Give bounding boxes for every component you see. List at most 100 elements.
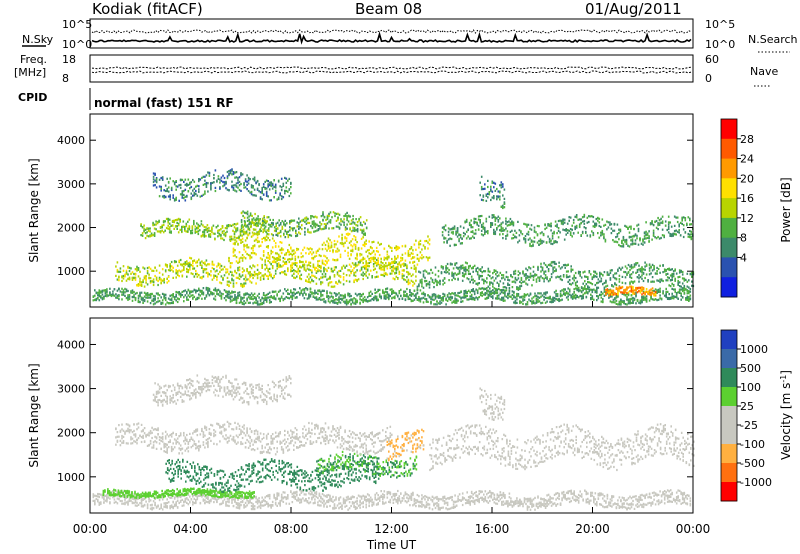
power-echo-cell — [343, 221, 345, 224]
power-echo-cell — [439, 283, 441, 286]
power-echo-cell — [346, 223, 348, 226]
power-echo-cell — [261, 221, 264, 224]
power-echo-cell — [143, 267, 146, 270]
power-echo-cell — [656, 299, 658, 302]
power-echo-cell — [688, 297, 690, 300]
power-echo-cell — [103, 289, 105, 292]
power-echo-cell — [255, 273, 257, 276]
power-echo-cell — [226, 271, 229, 274]
power-echo-cell — [665, 287, 667, 290]
power-echo-cell — [636, 234, 638, 237]
power-echo-cell — [211, 228, 213, 231]
power-echo-cell — [554, 240, 557, 243]
power-echo-cell — [274, 269, 277, 272]
power-echo-cell — [591, 295, 594, 298]
power-echo-cell — [179, 220, 181, 223]
power-echo-cell — [315, 298, 318, 301]
power-echo-cell — [277, 253, 280, 256]
power-echo-cell — [526, 275, 529, 278]
power-echo-cell — [335, 266, 337, 269]
power-echo-cell — [193, 191, 196, 194]
power-echo-cell — [249, 280, 251, 283]
power-echo-cell — [268, 184, 271, 187]
power-echo-cell — [639, 299, 642, 302]
power-echo-cell — [178, 199, 180, 202]
power-echo-cell — [334, 212, 336, 215]
power-echo-cell — [415, 266, 417, 269]
power-echo-cell — [154, 266, 156, 269]
power-echo-cell — [430, 298, 432, 301]
power-echo-cell — [164, 184, 167, 187]
power-echo-cell — [154, 172, 156, 175]
power-echo-cell — [503, 202, 506, 205]
power-echo-cell — [137, 297, 140, 300]
power-echo-cell — [564, 293, 566, 296]
power-echo-cell — [171, 224, 174, 227]
power-echo-cell — [684, 217, 687, 220]
power-echo-cell — [267, 277, 269, 280]
power-echo-cell — [261, 263, 263, 267]
power-echo-cell — [433, 303, 435, 306]
power-echo-cell — [285, 290, 288, 293]
power-echo-cell — [270, 221, 273, 225]
power-echo-cell — [375, 275, 378, 278]
power-echo-cell — [321, 259, 324, 262]
power-echo-cell — [322, 219, 324, 222]
power-echo-cell — [527, 238, 530, 241]
power-echo-cell — [178, 275, 180, 278]
power-echo-cell — [523, 293, 526, 296]
power-echo-cell — [223, 297, 226, 300]
power-echo-cell — [391, 257, 393, 261]
power-echo-cell — [235, 299, 238, 302]
power-echo-cell — [127, 297, 129, 300]
power-echo-cell — [336, 298, 339, 301]
power-echo-cell — [167, 275, 170, 278]
power-echo-cell — [680, 298, 682, 301]
power-echo-cell — [167, 180, 170, 184]
power-echo-cell — [366, 296, 369, 299]
power-echo-cell — [436, 295, 438, 298]
power-echo-cell — [350, 298, 352, 301]
power-echo-cell — [274, 186, 277, 189]
power-echo-cell — [622, 245, 625, 248]
power-echo-cell — [196, 264, 199, 268]
power-echo-cell — [374, 297, 376, 300]
power-echo-cell — [279, 297, 281, 300]
power-echo-cell — [451, 271, 453, 274]
power-echo-cell — [359, 252, 361, 256]
power-echo-cell — [250, 273, 253, 276]
power-echo-cell — [433, 298, 435, 301]
power-echo-cell — [249, 221, 252, 224]
power-echo-cell — [575, 224, 578, 227]
power-echo-cell — [273, 185, 275, 188]
power-echo-cell — [203, 230, 206, 233]
power-echo-cell — [183, 300, 185, 303]
power-echo-cell — [454, 299, 456, 302]
power-echo-cell — [244, 186, 247, 189]
power-echo-cell — [630, 243, 632, 246]
power-echo-cell — [491, 190, 494, 193]
power-echo-cell — [285, 260, 288, 264]
power-echo-cell — [236, 236, 239, 239]
power-echo-cell — [457, 291, 459, 295]
power-echo-cell — [106, 293, 108, 296]
power-echo-cell — [392, 277, 395, 280]
power-echo-cell — [375, 264, 378, 267]
power-echo-cell — [167, 269, 170, 272]
power-echo-cell — [319, 225, 321, 228]
power-echo-cell — [330, 281, 333, 284]
power-echo-cell — [232, 248, 235, 251]
power-echo-cell — [176, 291, 179, 294]
power-echo-cell — [434, 295, 437, 299]
power-echo-cell — [312, 266, 315, 269]
power-echo-cell — [509, 221, 512, 224]
power-echo-cell — [250, 274, 253, 277]
power-echo-cell — [463, 266, 465, 269]
power-echo-cell — [290, 186, 292, 189]
power-echo-cell — [575, 214, 578, 217]
power-echo-cell — [311, 292, 313, 295]
power-echo-cell — [265, 296, 268, 300]
freq-unit-label: [MHz] — [14, 66, 46, 79]
power-echo-cell — [613, 222, 616, 225]
power-echo-cell — [455, 262, 458, 265]
